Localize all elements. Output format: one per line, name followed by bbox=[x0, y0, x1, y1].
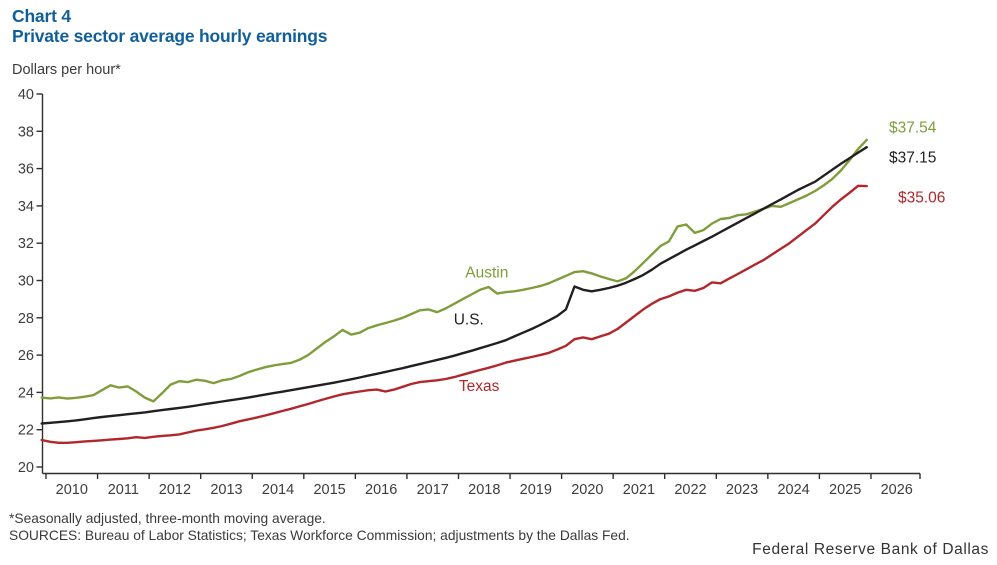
y-tick-label: 30 bbox=[18, 274, 34, 290]
series-name-label: U.S. bbox=[454, 312, 484, 329]
series-line-austin bbox=[40, 138, 868, 403]
x-tick-label: 2013 bbox=[210, 482, 242, 498]
x-tick-label: 2019 bbox=[520, 482, 552, 498]
series-end-value-label: $37.54 bbox=[889, 119, 937, 136]
x-tick-label: 2025 bbox=[829, 482, 861, 498]
x-tick-label: 2023 bbox=[726, 482, 758, 498]
x-tick-label: 2012 bbox=[159, 482, 191, 498]
x-tick-label: 2018 bbox=[468, 482, 500, 498]
y-tick-label: 20 bbox=[18, 460, 34, 476]
y-axis-unit-label: Dollars per hour* bbox=[12, 62, 121, 78]
series-end-value-label: $37.15 bbox=[889, 150, 936, 167]
y-tick-label: 26 bbox=[18, 348, 34, 364]
y-tick-label: 34 bbox=[18, 199, 34, 215]
series-line-texas bbox=[40, 184, 868, 444]
y-tick-label: 28 bbox=[18, 311, 34, 327]
series-line-us bbox=[40, 145, 868, 425]
x-tick-label: 2022 bbox=[674, 482, 706, 498]
chart-footnote: *Seasonally adjusted, three-month moving… bbox=[9, 511, 326, 526]
x-tick-label: 2014 bbox=[262, 482, 294, 498]
y-tick-label: 32 bbox=[18, 236, 34, 252]
x-tick-label: 2011 bbox=[108, 482, 139, 498]
chart-subtitle: Private sector average hourly earnings bbox=[12, 26, 328, 46]
series-name-label: Austin bbox=[465, 265, 508, 282]
y-tick-label: 40 bbox=[18, 87, 34, 103]
series-end-value-label: $35.06 bbox=[898, 190, 945, 207]
dallas-fed-watermark: Federal Reserve Bank of Dallas bbox=[752, 541, 989, 558]
y-tick-label: 22 bbox=[18, 423, 34, 439]
y-tick-label: 24 bbox=[18, 385, 34, 401]
x-tick-label: 2021 bbox=[623, 482, 655, 498]
x-tick-label: 2026 bbox=[881, 482, 913, 498]
chart-title: Chart 4 bbox=[12, 6, 71, 26]
x-tick-label: 2010 bbox=[56, 482, 88, 498]
y-tick-label: 38 bbox=[18, 124, 34, 140]
x-tick-label: 2024 bbox=[777, 482, 809, 498]
x-tick-label: 2016 bbox=[365, 482, 397, 498]
x-tick-label: 2017 bbox=[417, 482, 449, 498]
chart-sources: SOURCES: Bureau of Labor Statistics; Tex… bbox=[9, 528, 630, 543]
x-tick-label: 2015 bbox=[313, 482, 345, 498]
x-tick-label: 2020 bbox=[571, 482, 603, 498]
y-tick-label: 36 bbox=[18, 162, 34, 178]
series-name-label: Texas bbox=[459, 378, 500, 395]
